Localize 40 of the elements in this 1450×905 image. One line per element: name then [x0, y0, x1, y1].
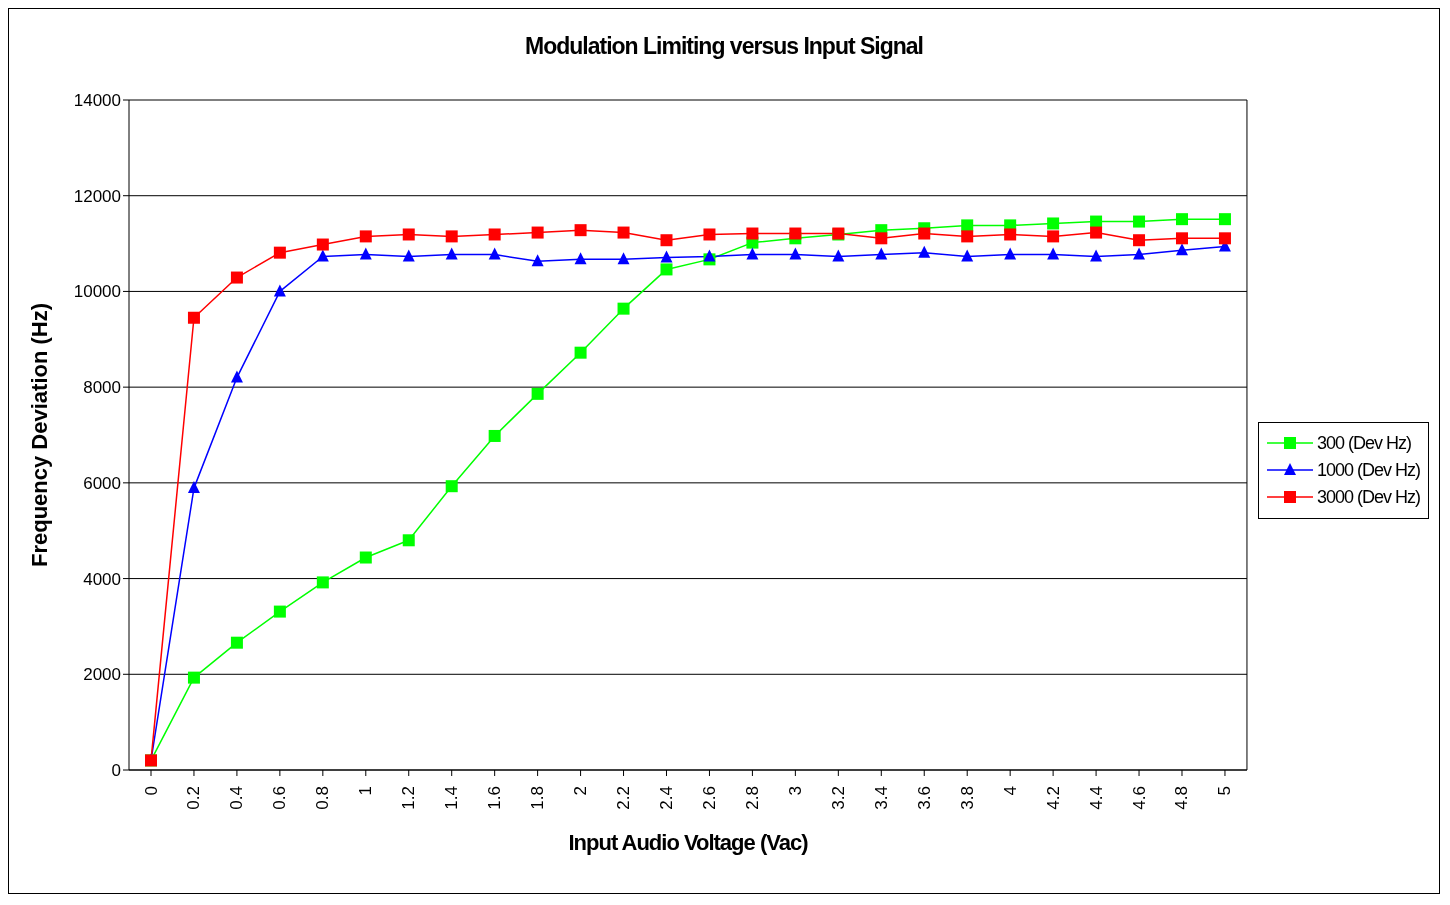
x-tick-label: 4.8 [1172, 786, 1192, 810]
y-tick-label: 0 [111, 761, 121, 781]
x-tick-label: 4.6 [1129, 786, 1149, 810]
y-tick-label: 6000 [83, 473, 121, 493]
x-axis-title: Input Audio Voltage (Vac) [568, 830, 809, 855]
x-tick-label: 5 [1215, 786, 1235, 796]
x-tick-label: 0.2 [184, 786, 204, 810]
x-tick-label: 0.8 [313, 786, 333, 810]
chart-title: Modulation Limiting versus Input Signal [524, 33, 924, 60]
legend-label: 300 (Dev Hz) [1316, 432, 1411, 454]
legend-label: 3000 (Dev Hz) [1316, 486, 1420, 508]
x-tick-label: 3 [785, 786, 805, 796]
y-tick-label: 10000 [73, 282, 121, 302]
x-tick-label: 4.4 [1086, 786, 1106, 810]
x-tick-label: 2.4 [657, 786, 676, 810]
x-tick-label: 4.2 [1043, 786, 1063, 810]
y-tick-label: 2000 [83, 665, 121, 685]
x-tick-label: 0 [141, 786, 161, 796]
x-tick-label: 1.4 [442, 786, 462, 810]
x-tick-label: 0.6 [270, 786, 290, 810]
x-tick-label: 1 [356, 786, 376, 796]
x-tick-label: 4 [1000, 786, 1020, 796]
x-tick-label: 3.2 [828, 786, 848, 810]
x-tick-label: 3.8 [957, 786, 977, 810]
x-tick-label: 2.2 [614, 786, 634, 810]
x-tick-label: 2 [571, 786, 591, 796]
y-tick-label: 14000 [73, 91, 121, 111]
y-tick-label: 8000 [83, 378, 121, 398]
y-tick-label: 12000 [73, 186, 121, 206]
x-tick-label: 2.6 [699, 786, 719, 810]
y-axis-title: Frequency Deviation (Hz) [26, 302, 52, 568]
x-tick-label: 3.6 [914, 786, 934, 810]
y-tick-label: 4000 [83, 569, 121, 589]
x-tick-label: 2.8 [742, 786, 762, 810]
x-tick-label: 0.4 [227, 786, 247, 810]
x-tick-label: 1.2 [399, 786, 419, 810]
x-tick-label: 3.4 [871, 786, 891, 810]
x-tick-label: 1.6 [485, 786, 505, 810]
legend-label: 1000 (Dev Hz) [1316, 459, 1420, 481]
x-tick-label: 1.8 [528, 786, 548, 810]
